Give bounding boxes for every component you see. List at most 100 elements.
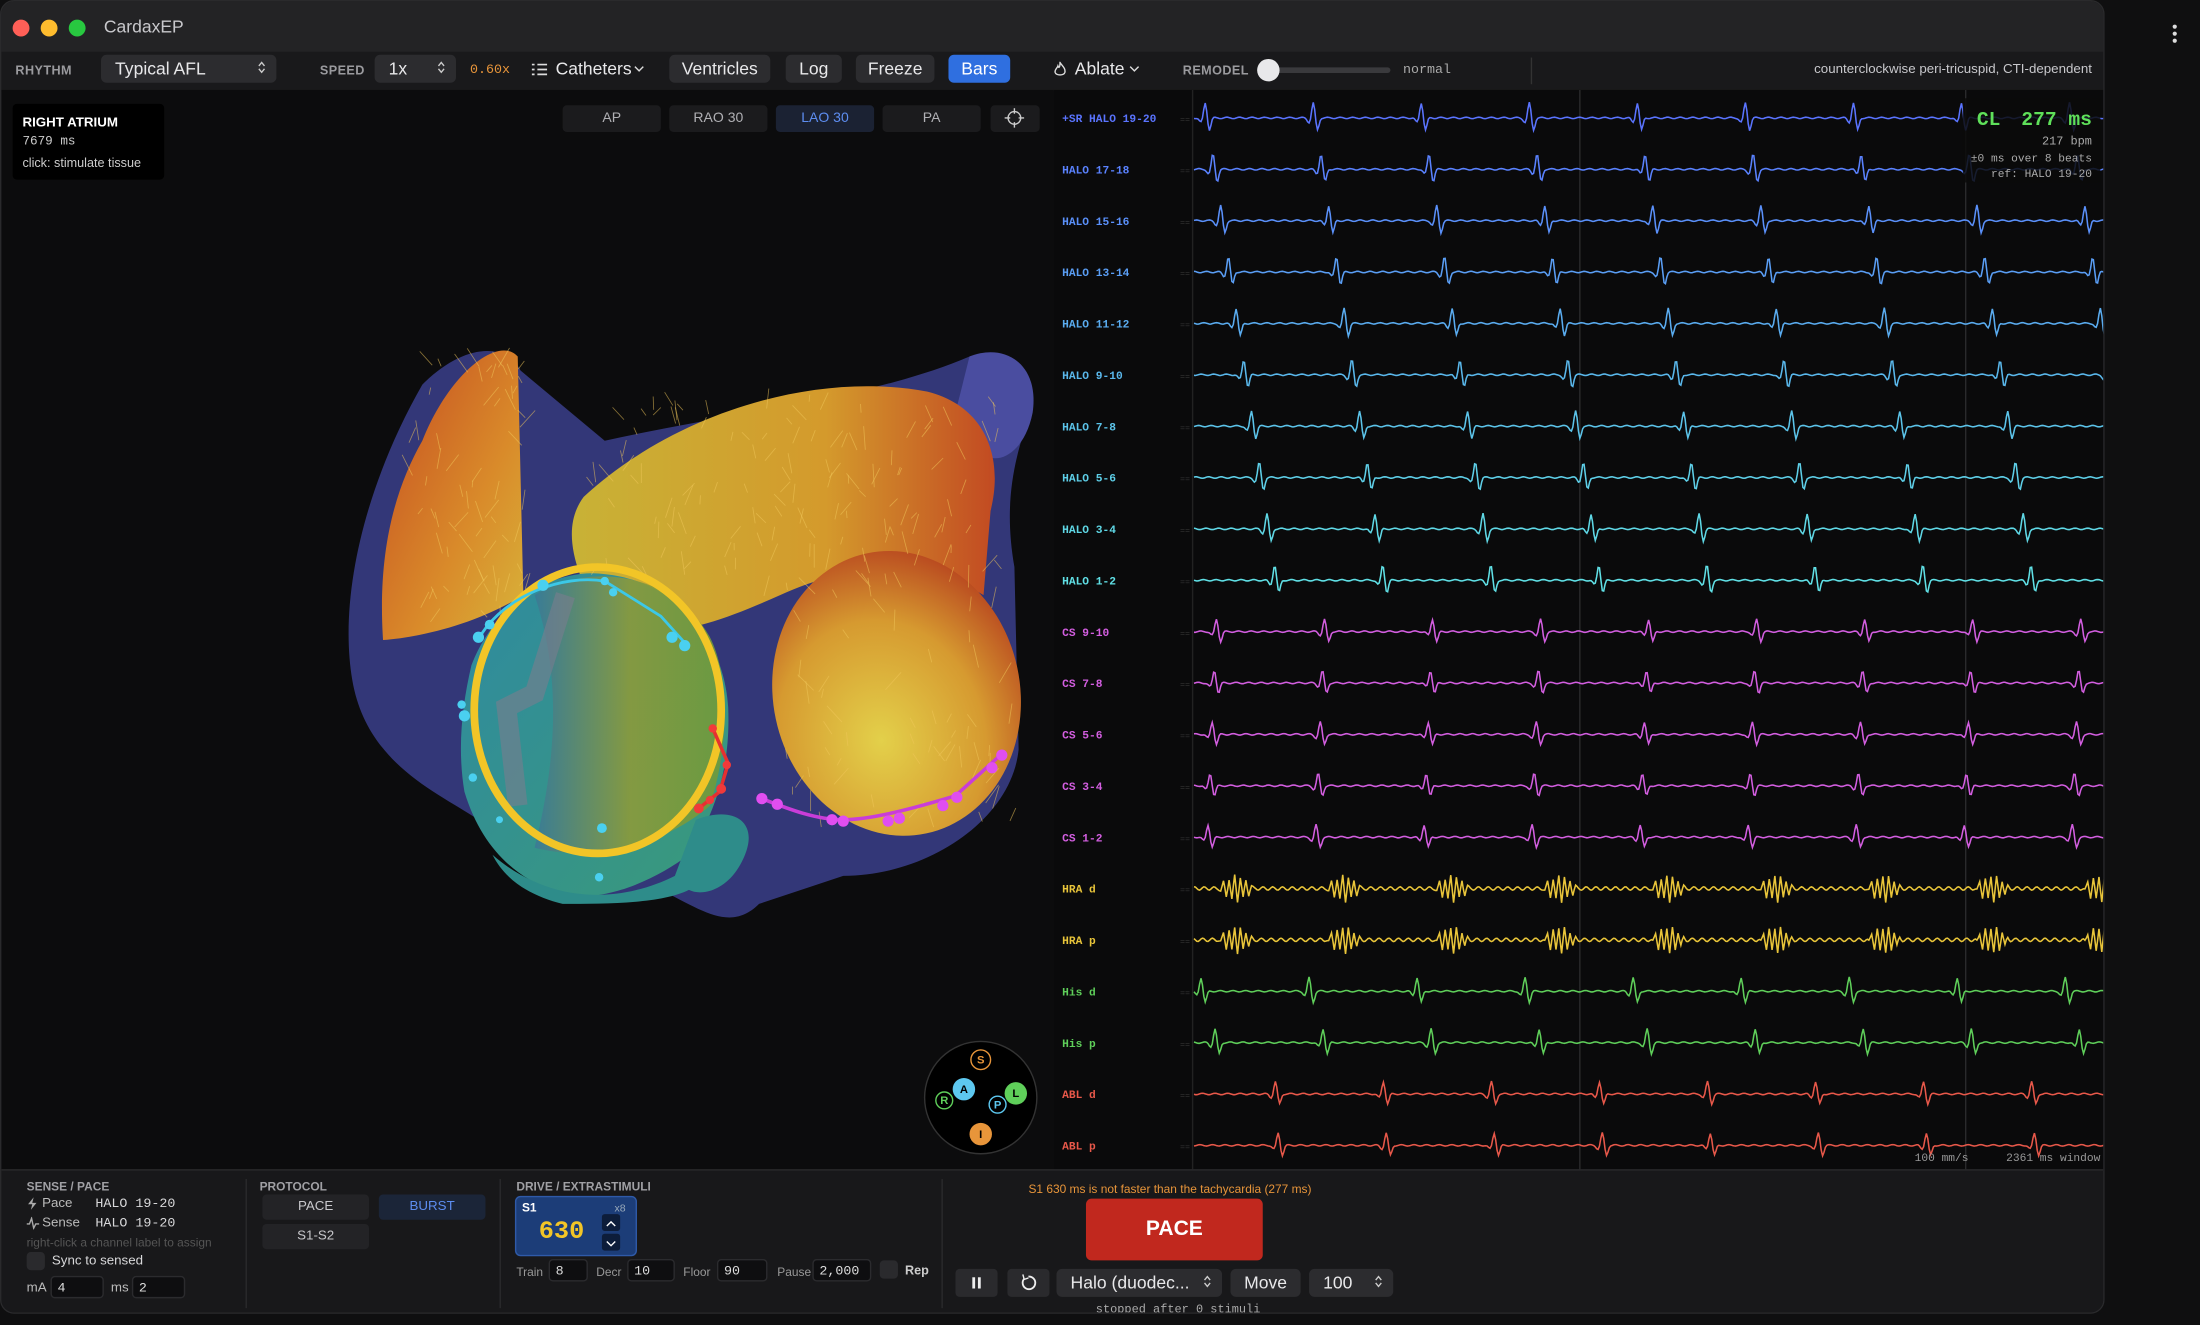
- channel-label[interactable]: CS 3-4: [1062, 782, 1103, 794]
- channel-label[interactable]: HRA p: [1062, 936, 1096, 948]
- speed-select[interactable]: 1x: [374, 54, 456, 83]
- fiber: [511, 385, 513, 399]
- s1-box[interactable]: S1 x8 630: [514, 1195, 637, 1257]
- fiber: [870, 794, 875, 808]
- view-button[interactable]: PA: [882, 105, 981, 132]
- channel-label[interactable]: HRA d: [1062, 885, 1096, 897]
- protocol-button[interactable]: S1-S2: [262, 1223, 370, 1250]
- channel-label[interactable]: His d: [1062, 987, 1096, 999]
- channel-label[interactable]: HALO 13-14: [1062, 268, 1130, 280]
- sync-checkbox[interactable]: [26, 1252, 45, 1271]
- channel-label[interactable]: HALO 3-4: [1062, 525, 1116, 537]
- catheters-button[interactable]: Catheters: [523, 55, 652, 83]
- channel-label[interactable]: HALO 11-12: [1062, 320, 1130, 332]
- fiber: [428, 387, 432, 395]
- rep-checkbox[interactable]: [879, 1260, 898, 1279]
- view-button[interactable]: LAO 30: [775, 105, 875, 132]
- channel-label[interactable]: His p: [1062, 1039, 1096, 1051]
- remodel-slider[interactable]: [1264, 67, 1391, 73]
- reset-button[interactable]: [1007, 1268, 1050, 1297]
- channel-label[interactable]: HALO 15-16: [1062, 217, 1130, 229]
- fiber: [471, 480, 474, 488]
- window: CardaxEP RHYTHM Typical AFL SPEED 1x 0.6…: [0, 0, 2105, 1314]
- fiber: [490, 516, 497, 524]
- fiber: [832, 589, 838, 598]
- channel-label[interactable]: ABL p: [1062, 1142, 1096, 1154]
- axis-label: L: [1012, 1088, 1019, 1100]
- ablate-button[interactable]: Ablate: [1045, 55, 1146, 83]
- fiber: [674, 407, 681, 426]
- train-input[interactable]: 8: [548, 1259, 588, 1282]
- fiber: [415, 420, 420, 441]
- fiber: [991, 586, 997, 609]
- increment[interactable]: [601, 1214, 621, 1231]
- step-value: 100: [1323, 1273, 1353, 1293]
- minimize-button[interactable]: [40, 19, 58, 37]
- select-arrows: [258, 61, 266, 74]
- channel-label[interactable]: HALO 17-18: [1062, 165, 1130, 177]
- zoom-button[interactable]: [68, 19, 86, 37]
- channel-label[interactable]: HALO 7-8: [1062, 422, 1116, 434]
- fiber: [805, 680, 810, 704]
- heart-model[interactable]: [1, 90, 1053, 1171]
- fiber: [826, 705, 843, 723]
- fiber: [840, 536, 844, 545]
- freeze-button[interactable]: Freeze: [855, 54, 935, 83]
- bars-button[interactable]: Bars: [948, 54, 1011, 83]
- view-button[interactable]: RAO 30: [669, 105, 768, 132]
- info-time: 7679 ms: [22, 134, 76, 149]
- decr-input[interactable]: 10: [627, 1259, 675, 1282]
- channel-label[interactable]: CS 7-8: [1062, 679, 1103, 691]
- select-arrows: [437, 61, 445, 74]
- channel-tick: ==: [1180, 886, 1190, 896]
- 3d-viewer[interactable]: RIGHT ATRIUM 7679 ms click: stimulate ti…: [1, 89, 1054, 1171]
- log-button[interactable]: Log: [785, 54, 842, 83]
- more-menu[interactable]: [2168, 22, 2182, 51]
- catheter-select[interactable]: Halo (duodec...: [1056, 1268, 1223, 1297]
- pace-button[interactable]: PACE: [1085, 1198, 1263, 1261]
- ms-input[interactable]: 2: [131, 1275, 186, 1299]
- channel-label[interactable]: HALO 9-10: [1062, 371, 1123, 383]
- egm-trace: [1193, 102, 2104, 134]
- close-button[interactable]: [12, 19, 30, 37]
- orientation-gizmo[interactable]: S A L R P I: [922, 1039, 1040, 1157]
- step-select[interactable]: 100: [1309, 1268, 1394, 1297]
- decrement[interactable]: [601, 1233, 621, 1251]
- fiber: [494, 398, 501, 407]
- fiber: [968, 630, 971, 643]
- protocol-button[interactable]: PACE: [262, 1194, 370, 1220]
- fiber: [640, 408, 647, 416]
- slider-thumb[interactable]: [1257, 58, 1280, 82]
- channel-label[interactable]: CS 5-6: [1062, 731, 1103, 743]
- channel-tick: ==: [1180, 475, 1190, 485]
- channel-label[interactable]: CS 9-10: [1062, 628, 1109, 640]
- protocol-button[interactable]: BURST: [378, 1194, 486, 1220]
- ma-input[interactable]: 4: [50, 1275, 104, 1299]
- fiber: [445, 454, 459, 472]
- select-arrows: [1375, 1275, 1382, 1288]
- channel-label[interactable]: +SR HALO 19-20: [1062, 114, 1157, 126]
- channel-label[interactable]: ABL d: [1062, 1090, 1096, 1102]
- list-icon: [531, 63, 548, 76]
- floor-input[interactable]: 90: [716, 1259, 768, 1282]
- channel-tick: ==: [1180, 166, 1190, 176]
- pause-button[interactable]: [955, 1268, 998, 1297]
- view-button[interactable]: AP: [562, 105, 661, 132]
- fiber: [652, 396, 655, 410]
- channel-label[interactable]: CS 1-2: [1062, 833, 1103, 845]
- egm-trace: [1193, 822, 2104, 851]
- axis-label: A: [960, 1084, 968, 1096]
- fiber: [828, 462, 841, 479]
- recenter-button[interactable]: [990, 105, 1040, 132]
- fiber: [956, 442, 966, 460]
- fiber: [475, 527, 483, 537]
- bolt-icon: [28, 1197, 37, 1210]
- fiber: [486, 365, 493, 373]
- channel-label[interactable]: HALO 5-6: [1062, 474, 1116, 486]
- rhythm-select[interactable]: Typical AFL: [101, 54, 277, 83]
- fiber: [483, 386, 500, 406]
- move-button[interactable]: Move: [1230, 1268, 1301, 1297]
- pause-input[interactable]: 2,000: [812, 1259, 872, 1282]
- ventricles-button[interactable]: Ventricles: [669, 54, 771, 83]
- channel-label[interactable]: HALO 1-2: [1062, 576, 1116, 588]
